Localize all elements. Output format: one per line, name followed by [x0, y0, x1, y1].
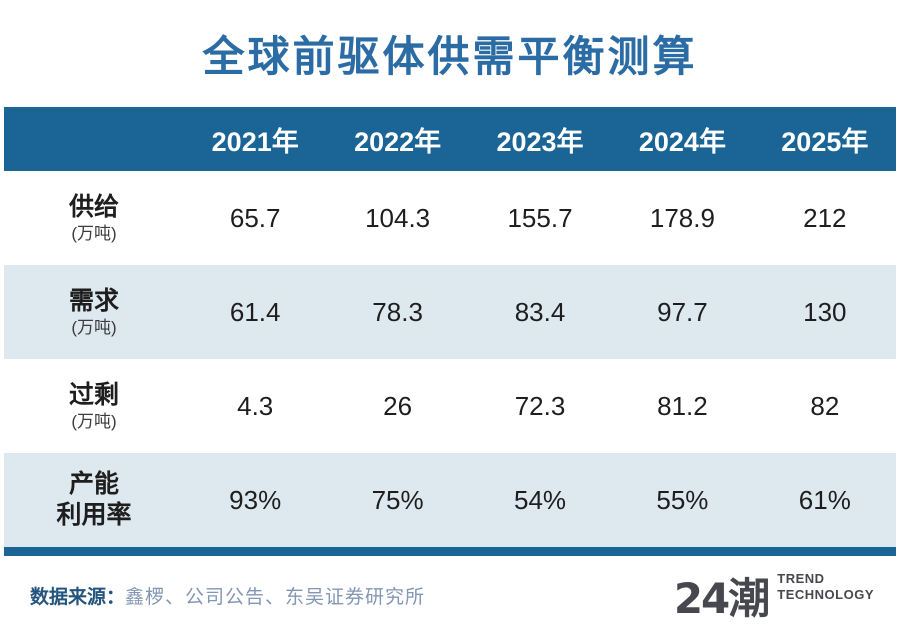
- header-empty-cell: [4, 107, 184, 171]
- row-label-supply: 供给 (万吨): [4, 171, 184, 265]
- row-label-text: 需求: [68, 286, 119, 315]
- logo-24chao-wordmark: 24潮: [673, 573, 770, 623]
- surplus-2021: 4.3: [237, 390, 274, 421]
- supply-2023: 155.7: [507, 202, 573, 233]
- header-year-2025: 2025年: [781, 126, 869, 157]
- table-row-supply: 供给 (万吨) 65.7 104.3 155.7 178.9 212: [4, 171, 896, 265]
- utilization-2022: 75%: [371, 484, 424, 515]
- table-row-demand: 需求 (万吨) 61.4 78.3 83.4 97.7 130: [4, 265, 896, 359]
- demand-2023: 83.4: [514, 296, 566, 327]
- footer: 数据来源： 鑫椤、公司公告、东吴证券研究所 24潮 TREND TECHNOLO…: [0, 556, 900, 640]
- row-label-utilization: 产能 利用率: [4, 453, 184, 547]
- surplus-2025: 82: [810, 390, 840, 421]
- utilization-2021: 93%: [229, 484, 282, 515]
- header-year-2022: 2022年: [354, 126, 442, 157]
- utilization-2023: 54%: [513, 484, 567, 515]
- row-label-surplus: 过剩 (万吨): [4, 359, 184, 453]
- logo-24trend: 24潮 TREND TECHNOLOGY: [674, 565, 874, 626]
- demand-2022: 78.3: [372, 296, 423, 327]
- data-source: 数据来源： 鑫椤、公司公告、东吴证券研究所: [30, 582, 425, 609]
- row-label-text-line2: 利用率: [56, 501, 132, 529]
- row-label-unit: (万吨): [71, 224, 117, 243]
- supply-2022: 104.3: [365, 202, 431, 233]
- surplus-2022: 26: [383, 390, 413, 421]
- data-source-label: 数据来源：: [30, 586, 126, 608]
- row-label-demand: 需求 (万吨): [4, 265, 184, 359]
- table-bottom-bar: [4, 547, 896, 556]
- data-source-text: 鑫椤、公司公告、东吴证券研究所: [125, 586, 426, 608]
- logo-subtitle-line1: TREND: [777, 570, 825, 586]
- row-label-unit: (万吨): [71, 318, 117, 337]
- row-label-text: 过剩: [68, 380, 119, 409]
- utilization-2025: 61%: [798, 484, 851, 515]
- supply-2021: 65.7: [229, 202, 281, 233]
- row-label-text: 产能: [68, 469, 119, 498]
- table-header-row: 2021年 2022年 2023年 2024年 2025年: [4, 107, 896, 171]
- surplus-2024: 81.2: [657, 390, 708, 421]
- surplus-2023: 72.3: [514, 390, 566, 421]
- row-label-text: 供给: [68, 192, 119, 221]
- supply-2025: 212: [803, 202, 847, 233]
- table-row-utilization: 产能 利用率 93% 75% 54% 55% 61%: [4, 453, 896, 547]
- page-title: 全球前驱体供需平衡测算: [202, 33, 698, 80]
- title-area: 全球前驱体供需平衡测算: [0, 0, 900, 107]
- demand-2024: 97.7: [657, 296, 708, 327]
- supply-2024: 178.9: [649, 202, 715, 233]
- utilization-2024: 55%: [656, 484, 709, 515]
- supply-demand-table: 2021年 2022年 2023年 2024年 2025年 供给 (万吨) 65…: [4, 107, 896, 547]
- demand-2021: 61.4: [229, 296, 281, 327]
- header-year-2021: 2021年: [211, 126, 299, 157]
- header-year-2024: 2024年: [638, 126, 726, 157]
- demand-2025: 130: [803, 296, 847, 327]
- table-row-surplus: 过剩 (万吨) 4.3 26 72.3 81.2 82: [4, 359, 896, 453]
- header-year-2023: 2023年: [496, 126, 584, 157]
- logo-subtitle-line2: TECHNOLOGY: [777, 586, 874, 602]
- row-label-unit: (万吨): [71, 412, 117, 431]
- logo-subtitle: TREND TECHNOLOGY: [777, 571, 874, 604]
